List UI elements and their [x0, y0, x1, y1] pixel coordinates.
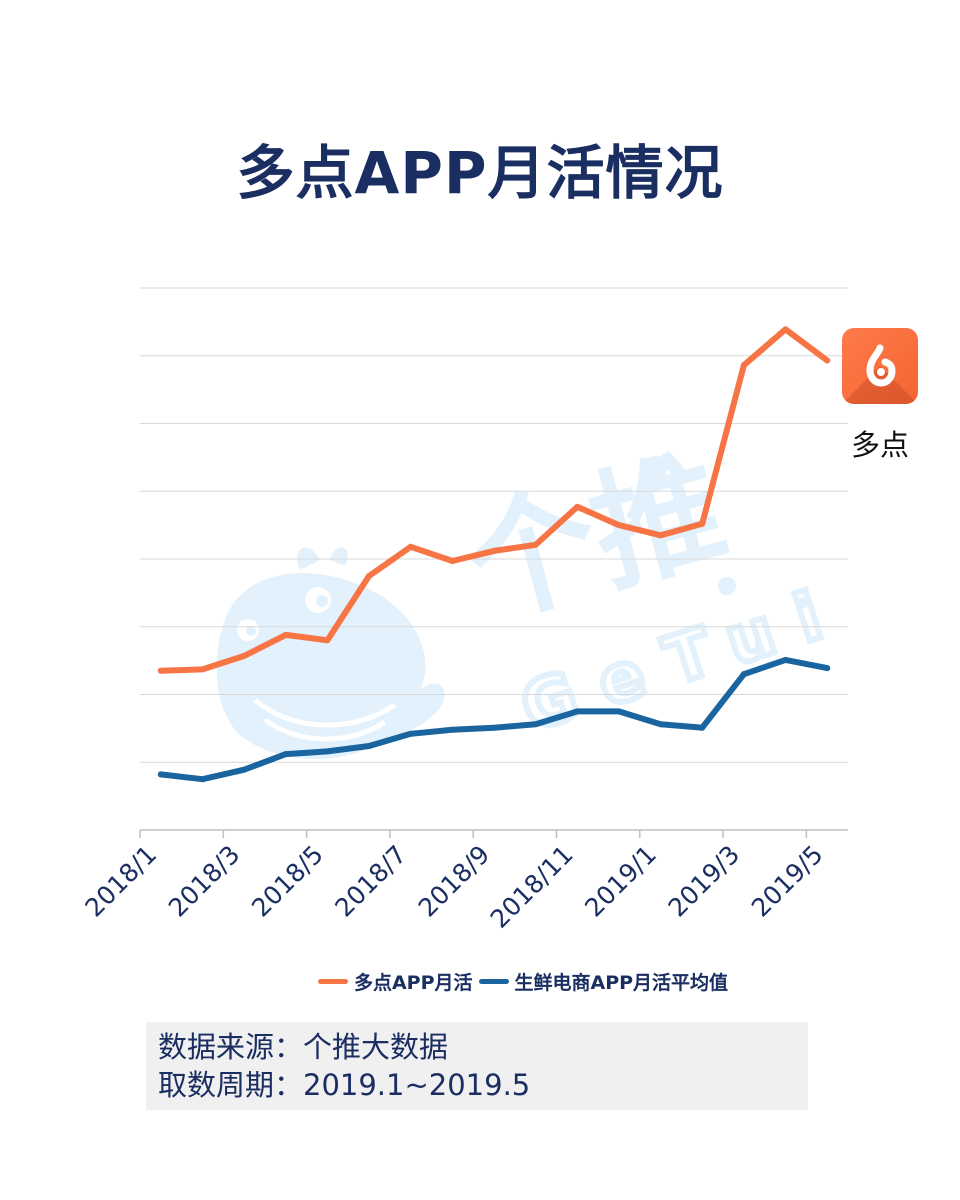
data-point [574, 503, 581, 510]
legend-swatch-average [478, 979, 509, 984]
legend-label-duodian: 多点APP月活 [353, 972, 473, 994]
x-tick-label: 2018/1 [80, 840, 163, 923]
x-tick-label: 2018/5 [246, 840, 329, 923]
chart-legend: 多点APP月活 生鲜电商APP月活平均值 [0, 968, 960, 995]
duodian-app-icon [842, 328, 918, 404]
data-point [407, 543, 414, 550]
data-point [199, 776, 206, 783]
data-point [199, 666, 206, 673]
x-tick-label: 2018/9 [413, 840, 496, 923]
whale-mascot-icon [216, 547, 445, 759]
data-point [366, 572, 373, 579]
data-point [282, 751, 289, 758]
data-point [532, 541, 539, 548]
legend-item-average: 生鲜电商APP月活平均值 [478, 968, 729, 995]
data-point [574, 708, 581, 715]
data-point [157, 667, 164, 674]
data-point [324, 637, 331, 644]
legend-label-average: 生鲜电商APP月活平均值 [514, 972, 729, 994]
x-tick-label: 2018/7 [329, 840, 412, 923]
data-period-line: 取数周期：2019.1~2019.5 [158, 1068, 531, 1102]
gridlines [140, 287, 848, 763]
data-point [491, 724, 497, 731]
data-point [824, 357, 831, 364]
legend-item-duodian: 多点APP月活 [317, 968, 473, 995]
data-point [740, 671, 747, 678]
data-point [241, 766, 248, 773]
data-point [782, 326, 789, 333]
data-point [699, 724, 706, 731]
data-point [282, 631, 289, 638]
data-point [241, 652, 248, 659]
x-tick-label: 2019/3 [663, 840, 746, 923]
series-line-duodian [157, 326, 831, 674]
data-point [449, 558, 456, 565]
data-point [615, 522, 622, 529]
x-tick-label: 2019/1 [579, 840, 662, 923]
data-point [782, 656, 789, 663]
watermark-dot [718, 577, 736, 595]
data-point [657, 721, 664, 728]
data-point [740, 362, 747, 369]
data-point [407, 730, 414, 737]
data-point [449, 726, 456, 733]
data-source-box: 数据来源：个推大数据 取数周期：2019.1~2019.5 [146, 1022, 808, 1110]
data-point [532, 721, 539, 728]
x-axis [139, 829, 848, 838]
data-source-line: 数据来源：个推大数据 [158, 1030, 449, 1064]
data-point [615, 708, 622, 715]
x-tick-label: 2018/3 [163, 840, 246, 923]
series-line-average [157, 656, 831, 783]
legend-swatch-duodian [317, 979, 348, 984]
data-point [366, 742, 373, 749]
data-point [657, 532, 664, 539]
watermark-dot [643, 456, 667, 480]
data-point [699, 520, 706, 527]
chart-title: 多点APP月活情况 [236, 139, 724, 207]
data-point [324, 748, 331, 755]
data-point [824, 665, 831, 672]
x-tick-label: 2018/11 [485, 840, 579, 934]
data-point [491, 547, 497, 554]
data-point [157, 771, 164, 778]
app-name-label: 多点 [850, 428, 909, 462]
series-lines [157, 326, 831, 783]
x-tick-label: 2019/5 [746, 840, 829, 923]
